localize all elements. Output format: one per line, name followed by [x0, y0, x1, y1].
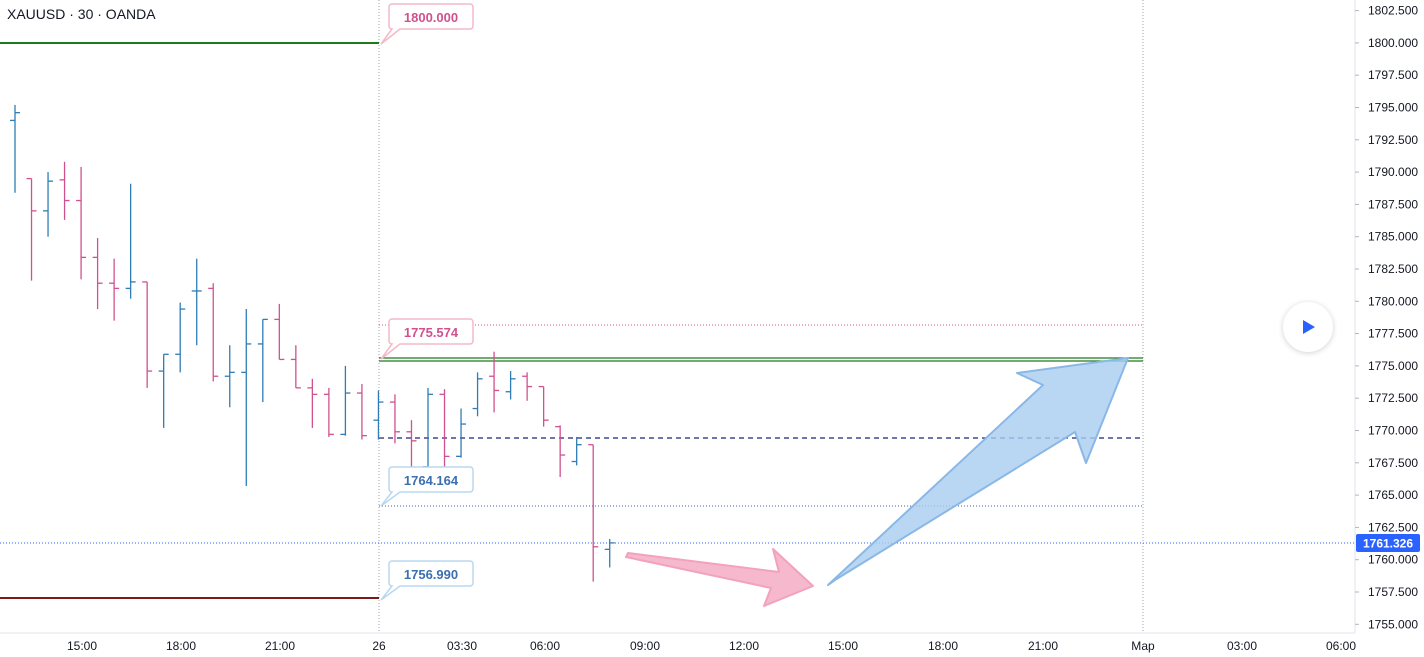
scroll-to-realtime-button[interactable]	[1283, 302, 1333, 352]
ohlc-bar	[323, 387, 334, 437]
callout-1800: 1800.000	[380, 3, 474, 45]
last-price-badge: 1761.326	[1356, 534, 1420, 552]
time-tick-label: 03:30	[447, 639, 477, 653]
callout-1775: 1775.574	[380, 318, 474, 360]
ohlc-bar	[456, 408, 467, 458]
time-tick-label: 21:00	[1028, 639, 1058, 653]
ohlc-bar	[290, 345, 301, 389]
ohlc-bar	[175, 302, 186, 373]
ohlc-bar	[588, 444, 599, 582]
price-tick-label: 1802.500	[1368, 4, 1418, 18]
callout-1756-text: 1756.990	[404, 567, 458, 582]
price-tick-label: 1767.500	[1368, 456, 1418, 470]
ohlc-bar	[538, 385, 549, 427]
ohlc-bar	[76, 166, 87, 280]
ohlc-bar	[208, 283, 219, 382]
price-tick-label: 1795.000	[1368, 101, 1418, 115]
ohlc-bar	[59, 161, 70, 220]
price-tick-label: 1775.000	[1368, 359, 1418, 373]
time-tick-label: 09:00	[630, 639, 660, 653]
ohlc-bar	[373, 390, 384, 440]
price-tick-label: 1785.000	[1368, 230, 1418, 244]
time-tick-label: 06:00	[530, 639, 560, 653]
price-tick-label: 1762.500	[1368, 520, 1418, 534]
price-tick-label: 1792.500	[1368, 133, 1418, 147]
time-axis[interactable]: 15:00 18:00 21:00 26 03:30 06:00 09:00 12:00 15:…	[67, 639, 1356, 653]
time-tick-label: 03:00	[1227, 639, 1257, 653]
ohlc-bar	[43, 172, 54, 237]
ohlc-bar	[26, 177, 37, 281]
price-tick-label: 1790.000	[1368, 165, 1418, 179]
ohlc-bar	[423, 387, 433, 470]
price-tick-label: 1800.000	[1368, 36, 1418, 50]
ohlc-bar	[92, 237, 103, 310]
callout-1764-text: 1764.164	[404, 473, 459, 488]
price-tick-label: 1757.500	[1368, 585, 1418, 599]
ohlc-bar	[10, 104, 20, 193]
ohlc-bar	[191, 258, 202, 346]
time-tick-label: 06:00	[1326, 639, 1356, 653]
ohlc-bar	[257, 318, 268, 403]
ohlc-bar	[142, 281, 153, 388]
symbol-title: XAUUSD · 30 · OANDA	[7, 6, 156, 22]
price-tick-label: 1760.000	[1368, 553, 1418, 567]
ohlc-bars	[10, 104, 615, 582]
ohlc-bar	[571, 436, 582, 466]
callout-1764: 1764.164	[380, 466, 474, 507]
time-tick-label: 15:00	[67, 639, 97, 653]
ohlc-bar	[604, 539, 615, 568]
ohlc-bar	[472, 372, 483, 417]
ohlc-bar	[389, 394, 400, 444]
time-tick-label: 18:00	[928, 639, 958, 653]
price-tick-label: 1755.000	[1368, 617, 1418, 631]
ohlc-bar	[489, 351, 500, 413]
callout-1775-text: 1775.574	[404, 325, 459, 340]
price-tick-label: 1787.500	[1368, 197, 1418, 211]
price-tick-label: 1777.500	[1368, 327, 1418, 341]
pink-down-arrow	[625, 548, 814, 607]
ohlc-bar	[555, 425, 566, 478]
price-axis[interactable]: 1802.500 1800.000 1797.500 1795.000 1792.500…	[1355, 4, 1418, 632]
callout-1800-text: 1800.000	[404, 10, 458, 25]
time-tick-label: 21:00	[265, 639, 295, 653]
price-tick-label: 1782.500	[1368, 262, 1418, 276]
ohlc-bar	[158, 353, 169, 428]
last-price-badge-text: 1761.326	[1363, 537, 1413, 551]
blue-up-arrow	[827, 357, 1129, 586]
ohlc-bar	[307, 378, 318, 428]
ohlc-bar	[522, 372, 533, 401]
time-tick-label: 12:00	[729, 639, 759, 653]
ohlc-bar	[274, 303, 285, 361]
ohlc-bar	[340, 365, 351, 436]
time-tick-label: 15:00	[828, 639, 858, 653]
ohlc-bar	[241, 309, 252, 487]
time-tick-label: 26	[372, 639, 386, 653]
ohlc-bar	[125, 183, 136, 299]
ohlc-bar	[109, 258, 120, 321]
price-tick-label: 1765.000	[1368, 488, 1418, 502]
price-tick-label: 1780.000	[1368, 294, 1418, 308]
price-tick-label: 1797.500	[1368, 68, 1418, 82]
ohlc-bar	[356, 383, 367, 440]
price-tick-label: 1770.000	[1368, 424, 1418, 438]
time-tick-label: 18:00	[166, 639, 196, 653]
ohlc-bar	[439, 389, 450, 470]
time-tick-label: Мар	[1131, 639, 1155, 653]
play-icon	[1303, 320, 1315, 334]
callout-1756: 1756.990	[380, 560, 474, 601]
ohlc-bar	[224, 345, 235, 408]
price-tick-label: 1772.500	[1368, 391, 1418, 405]
ohlc-bar	[505, 371, 516, 400]
